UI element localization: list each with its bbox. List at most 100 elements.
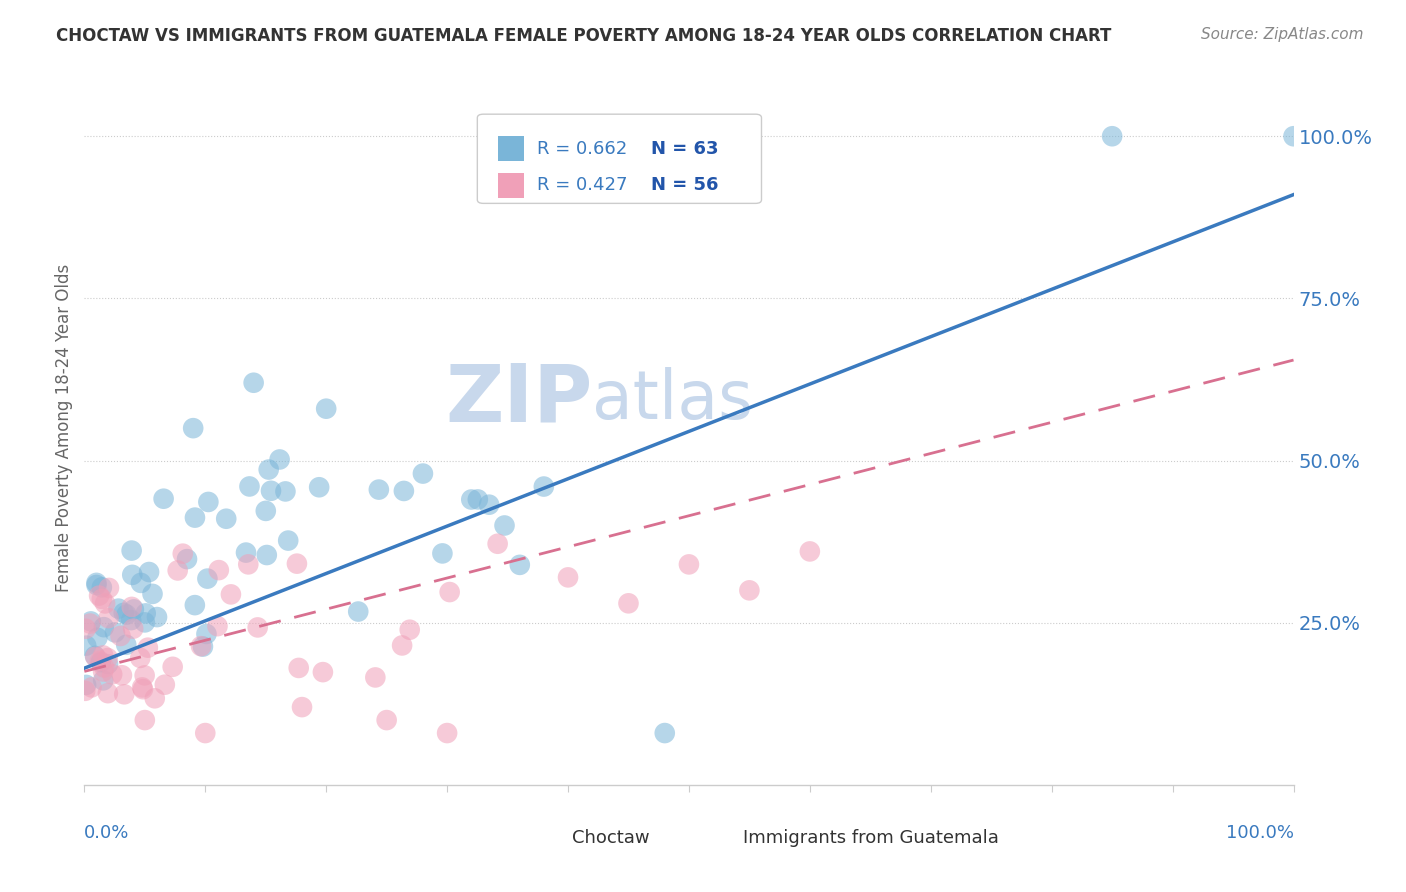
Point <box>90 655 112 669</box>
Point <box>93 660 115 674</box>
Point <box>120 613 142 627</box>
Point <box>287 661 309 675</box>
Point <box>97 686 120 700</box>
Point <box>134 615 156 630</box>
Point <box>478 498 501 512</box>
Text: 0.0%: 0.0% <box>84 824 129 842</box>
Point <box>197 495 219 509</box>
Text: Source: ZipAtlas.com: Source: ZipAtlas.com <box>1201 27 1364 42</box>
Point <box>141 587 163 601</box>
Point <box>90 580 112 594</box>
Text: atlas: atlas <box>592 367 754 433</box>
Point <box>75 639 97 653</box>
Point <box>86 631 108 645</box>
Point <box>367 483 389 497</box>
Point <box>184 510 207 524</box>
Point <box>238 558 260 572</box>
Point <box>533 479 555 493</box>
Point <box>97 657 120 672</box>
Point <box>557 570 579 584</box>
Point <box>1282 129 1305 144</box>
Point <box>654 726 676 740</box>
Text: Choctaw: Choctaw <box>572 830 650 847</box>
Point <box>75 683 97 698</box>
Point <box>246 620 269 634</box>
Point <box>1101 129 1123 144</box>
Point <box>121 543 143 558</box>
Point <box>467 492 489 507</box>
Point <box>121 599 143 614</box>
Point <box>256 548 278 562</box>
Point <box>238 479 260 493</box>
FancyBboxPatch shape <box>498 172 524 197</box>
Point <box>315 401 337 416</box>
Point <box>486 537 509 551</box>
Point <box>254 504 277 518</box>
Point <box>129 651 152 665</box>
Point <box>738 583 761 598</box>
Point <box>115 607 138 622</box>
Point <box>184 598 207 612</box>
Point <box>80 681 103 695</box>
Point <box>617 596 640 610</box>
FancyBboxPatch shape <box>498 136 524 161</box>
Point <box>112 606 135 620</box>
Point <box>94 597 117 611</box>
Text: Immigrants from Guatemala: Immigrants from Guatemala <box>744 830 1000 847</box>
Text: N = 56: N = 56 <box>651 176 718 194</box>
Text: 100.0%: 100.0% <box>1226 824 1294 842</box>
Point <box>181 421 204 435</box>
Point <box>135 607 157 621</box>
Point <box>93 620 115 634</box>
Point <box>274 484 297 499</box>
Point <box>257 462 280 476</box>
Text: N = 63: N = 63 <box>651 140 718 158</box>
Point <box>107 601 129 615</box>
Point <box>207 619 229 633</box>
Point <box>460 492 482 507</box>
FancyBboxPatch shape <box>478 114 762 203</box>
Point <box>90 591 112 606</box>
Point <box>153 678 176 692</box>
Point <box>312 665 335 680</box>
Point <box>277 533 299 548</box>
Point <box>392 483 415 498</box>
Point <box>432 546 454 560</box>
Text: R = 0.427: R = 0.427 <box>537 176 627 194</box>
Point <box>97 651 120 665</box>
Text: ZIP: ZIP <box>444 360 592 439</box>
Point <box>285 557 308 571</box>
Point <box>111 668 134 682</box>
Point <box>91 665 114 679</box>
Point <box>122 602 145 616</box>
Point <box>131 681 153 695</box>
Point <box>176 552 198 566</box>
Point <box>84 648 107 663</box>
Point <box>87 589 110 603</box>
Point <box>104 625 127 640</box>
Point <box>235 545 257 559</box>
Point <box>115 638 138 652</box>
Point <box>242 376 264 390</box>
Point <box>132 682 155 697</box>
Point <box>364 670 387 684</box>
Point <box>191 640 214 654</box>
Point <box>79 616 101 631</box>
Point <box>799 544 821 558</box>
Point <box>134 713 156 727</box>
Point <box>166 564 188 578</box>
Point <box>260 483 283 498</box>
Point <box>146 610 169 624</box>
Point <box>509 558 531 572</box>
Point <box>152 491 174 506</box>
Point <box>97 581 120 595</box>
Point <box>208 563 231 577</box>
Point <box>219 587 242 601</box>
Point <box>172 547 194 561</box>
Point <box>136 640 159 655</box>
Point <box>89 654 111 668</box>
Text: R = 0.662: R = 0.662 <box>537 140 627 158</box>
Point <box>129 575 152 590</box>
Y-axis label: Female Poverty Among 18-24 Year Olds: Female Poverty Among 18-24 Year Olds <box>55 264 73 592</box>
Point <box>97 611 120 625</box>
